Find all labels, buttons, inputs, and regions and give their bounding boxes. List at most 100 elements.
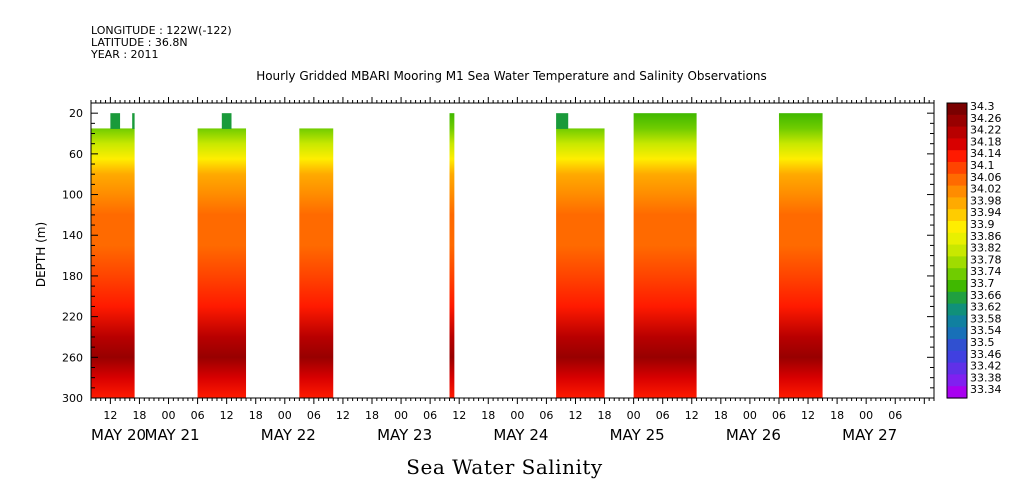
x-hour-label: 12	[336, 409, 350, 422]
x-hour-label: 00	[394, 409, 408, 422]
data-block-notch	[221, 113, 232, 129]
x-hour-label: 18	[132, 409, 146, 422]
colorbar-label: 33.38	[970, 371, 1002, 384]
colorbar-swatch	[947, 386, 967, 399]
year-label: YEAR : 2011	[91, 48, 159, 61]
colorbar-label: 33.42	[970, 360, 1002, 373]
latitude-label: LATITUDE : 36.8N	[91, 36, 188, 49]
y-tick-label: 60	[69, 148, 83, 161]
variable-title: Sea Water Salinity	[406, 455, 603, 479]
x-hour-label: 00	[278, 409, 292, 422]
colorbar-label: 33.66	[970, 289, 1002, 302]
colorbar-label: 34.06	[970, 171, 1002, 184]
colorbar-label: 33.7	[970, 277, 995, 290]
x-hour-label: 00	[510, 409, 524, 422]
colorbar-swatch	[947, 280, 967, 293]
y-tick-label: 180	[62, 270, 83, 283]
colorbar-swatch	[947, 197, 967, 210]
colorbar-swatch	[947, 173, 967, 187]
x-hour-label: 18	[598, 409, 612, 422]
colorbar-label: 33.54	[970, 324, 1002, 337]
colorbar-label: 34.3	[970, 100, 995, 113]
colorbar-label: 34.14	[970, 147, 1002, 160]
chart-title-text: Hourly Gridded MBARI Mooring M1 Sea Wate…	[256, 69, 767, 83]
colorbar-swatch	[947, 350, 967, 364]
colorbar-swatch	[947, 244, 967, 257]
x-hour-label: 06	[191, 409, 205, 422]
data-block	[299, 128, 334, 398]
colorbar-swatch	[947, 221, 967, 234]
x-hour-label: 06	[772, 409, 786, 422]
y-tick-label: 220	[62, 311, 83, 324]
colorbar-label: 33.58	[970, 312, 1002, 325]
x-hour-label: 18	[830, 409, 844, 422]
plot-axes: 12 18 00 06 12 18 00 06 12 18 00 06 12 18 00 06 12 18 00 06…	[34, 97, 935, 444]
data-block	[449, 113, 455, 398]
x-date-label: MAY 21	[145, 426, 200, 444]
colorbar-swatch	[947, 232, 967, 246]
colorbar-label: 33.74	[970, 265, 1002, 278]
colorbar-swatch	[947, 362, 967, 375]
colorbar-swatch	[947, 339, 967, 352]
x-hour-label: 06	[656, 409, 670, 422]
x-hour-label: 06	[539, 409, 553, 422]
y-tick-label: 260	[62, 351, 83, 364]
x-date-label: MAY 25	[610, 426, 665, 444]
colorbar-label: 33.34	[970, 383, 1002, 396]
colorbar-label: 33.86	[970, 230, 1002, 243]
x-hour-label: 12	[452, 409, 466, 422]
y-tick-label: 300	[62, 392, 83, 405]
colorbar-label: 33.5	[970, 336, 995, 349]
colorbar-swatch	[947, 103, 967, 116]
colorbar-swatch	[947, 303, 967, 316]
y-axis-label: DEPTH (m)	[34, 222, 48, 287]
x-date-label: MAY 24	[493, 426, 548, 444]
x-hour-label: 12	[103, 409, 117, 422]
colorbar-swatch	[947, 327, 967, 340]
x-hour-label: 18	[365, 409, 379, 422]
colorbar-label: 34.22	[970, 124, 1002, 137]
x-hour-label: 06	[888, 409, 902, 422]
x-hour-label: 12	[220, 409, 234, 422]
colorbar-label: 33.98	[970, 194, 1002, 207]
data-block	[778, 113, 823, 398]
colorbar-label: 33.78	[970, 253, 1002, 266]
x-date-label: MAY 27	[842, 426, 897, 444]
data-block	[556, 128, 605, 398]
x-hour-label: 00	[162, 409, 176, 422]
colorbar-swatch	[947, 315, 967, 328]
data-block-notch	[110, 113, 121, 129]
heatmap-blocks	[91, 113, 823, 398]
x-hour-label: 18	[249, 409, 263, 422]
colorbar-swatch	[947, 374, 967, 387]
y-tick-label: 100	[62, 189, 83, 202]
x-date-label: MAY 22	[261, 426, 316, 444]
x-hour-label: 18	[714, 409, 728, 422]
colorbar-swatch	[947, 126, 967, 139]
colorbar-swatch	[947, 162, 967, 175]
x-hour-label: 18	[481, 409, 495, 422]
colorbar-label: 34.02	[970, 183, 1002, 196]
x-date-label: MAY 23	[377, 426, 432, 444]
colorbar-label: 33.62	[970, 301, 1002, 314]
colorbar-label: 34.26	[970, 112, 1002, 125]
colorbar-swatch	[947, 268, 967, 281]
colorbar-label: 34.18	[970, 135, 1002, 148]
x-date-label: MAY 26	[726, 426, 781, 444]
longitude-label: LONGITUDE : 122W(-122)	[91, 24, 232, 37]
data-block	[91, 128, 135, 398]
colorbar-swatch	[947, 291, 967, 305]
x-hour-label: 12	[685, 409, 699, 422]
x-hour-label: 06	[423, 409, 437, 422]
x-hour-label: 00	[627, 409, 641, 422]
x-hour-label: 12	[568, 409, 582, 422]
y-tick-label: 140	[62, 229, 83, 242]
data-block-notch	[132, 113, 135, 129]
data-block	[197, 128, 247, 398]
chart-title: Hourly Gridded MBARI Mooring M1 Sea Wate…	[0, 69, 1009, 83]
x-hour-label: 00	[859, 409, 873, 422]
colorbar-label: 33.46	[970, 348, 1002, 361]
colorbar-swatch	[947, 114, 967, 128]
colorbar-swatch	[947, 185, 967, 198]
